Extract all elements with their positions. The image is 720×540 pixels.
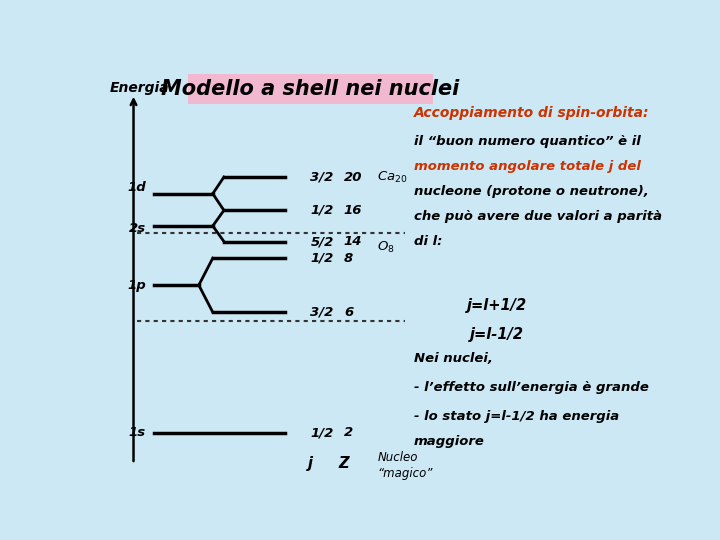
Text: Nei nuclei,: Nei nuclei,	[413, 352, 492, 365]
Text: 1/2: 1/2	[310, 204, 334, 217]
Text: Energia: Energia	[109, 82, 169, 96]
Text: $Ca_{20}$: $Ca_{20}$	[377, 170, 408, 185]
Text: maggiore: maggiore	[413, 435, 485, 448]
Text: Z: Z	[338, 456, 349, 471]
Text: Accoppiamento di spin-orbita:: Accoppiamento di spin-orbita:	[413, 106, 649, 120]
Text: 8: 8	[344, 252, 353, 265]
Text: j=l-1/2: j=l-1/2	[470, 327, 524, 342]
Text: il “buon numero quantico” è il: il “buon numero quantico” è il	[413, 136, 640, 148]
Text: 2s: 2s	[129, 221, 145, 234]
Text: 1/2: 1/2	[310, 426, 334, 439]
Text: di l:: di l:	[413, 235, 442, 248]
Text: - l’effetto sull’energia è grande: - l’effetto sull’energia è grande	[413, 381, 649, 394]
Text: 16: 16	[344, 204, 362, 217]
Text: 6: 6	[344, 306, 353, 319]
Text: 1/2: 1/2	[310, 252, 334, 265]
Text: 1p: 1p	[127, 279, 145, 292]
Text: 3/2: 3/2	[310, 171, 334, 184]
Text: che può avere due valori a parità: che può avere due valori a parità	[413, 210, 662, 224]
Text: $O_8$: $O_8$	[377, 240, 395, 255]
Text: “magico”: “magico”	[377, 467, 433, 480]
Text: 1d: 1d	[127, 181, 145, 194]
Text: nucleone (protone o neutrone),: nucleone (protone o neutrone),	[413, 185, 649, 198]
Text: 2: 2	[344, 426, 353, 439]
Text: 3/2: 3/2	[310, 306, 334, 319]
Text: j: j	[308, 456, 313, 471]
Text: 5/2: 5/2	[310, 235, 334, 248]
Text: 20: 20	[344, 171, 362, 184]
Text: Modello a shell nei nuclei: Modello a shell nei nuclei	[161, 79, 459, 99]
Text: 14: 14	[344, 235, 362, 248]
Text: - lo stato j=l-1/2 ha energia: - lo stato j=l-1/2 ha energia	[413, 410, 619, 423]
FancyBboxPatch shape	[188, 75, 433, 104]
Text: Nucleo: Nucleo	[377, 451, 418, 464]
Text: 1s: 1s	[129, 426, 145, 439]
Text: j=l+1/2: j=l+1/2	[467, 298, 528, 313]
Text: momento angolare totale j del: momento angolare totale j del	[413, 160, 641, 173]
